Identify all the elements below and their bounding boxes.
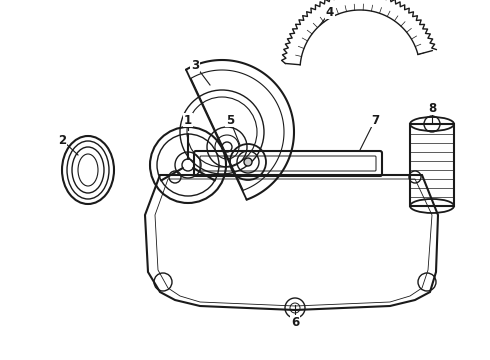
Text: 4: 4 <box>326 5 334 18</box>
Text: 2: 2 <box>58 134 66 147</box>
Text: 5: 5 <box>226 113 234 126</box>
Text: 8: 8 <box>428 102 436 114</box>
Text: 6: 6 <box>291 315 299 328</box>
Text: 1: 1 <box>184 113 192 126</box>
Bar <box>410 124 454 206</box>
Text: 3: 3 <box>191 59 199 72</box>
Circle shape <box>244 158 252 166</box>
Text: 7: 7 <box>371 113 379 126</box>
